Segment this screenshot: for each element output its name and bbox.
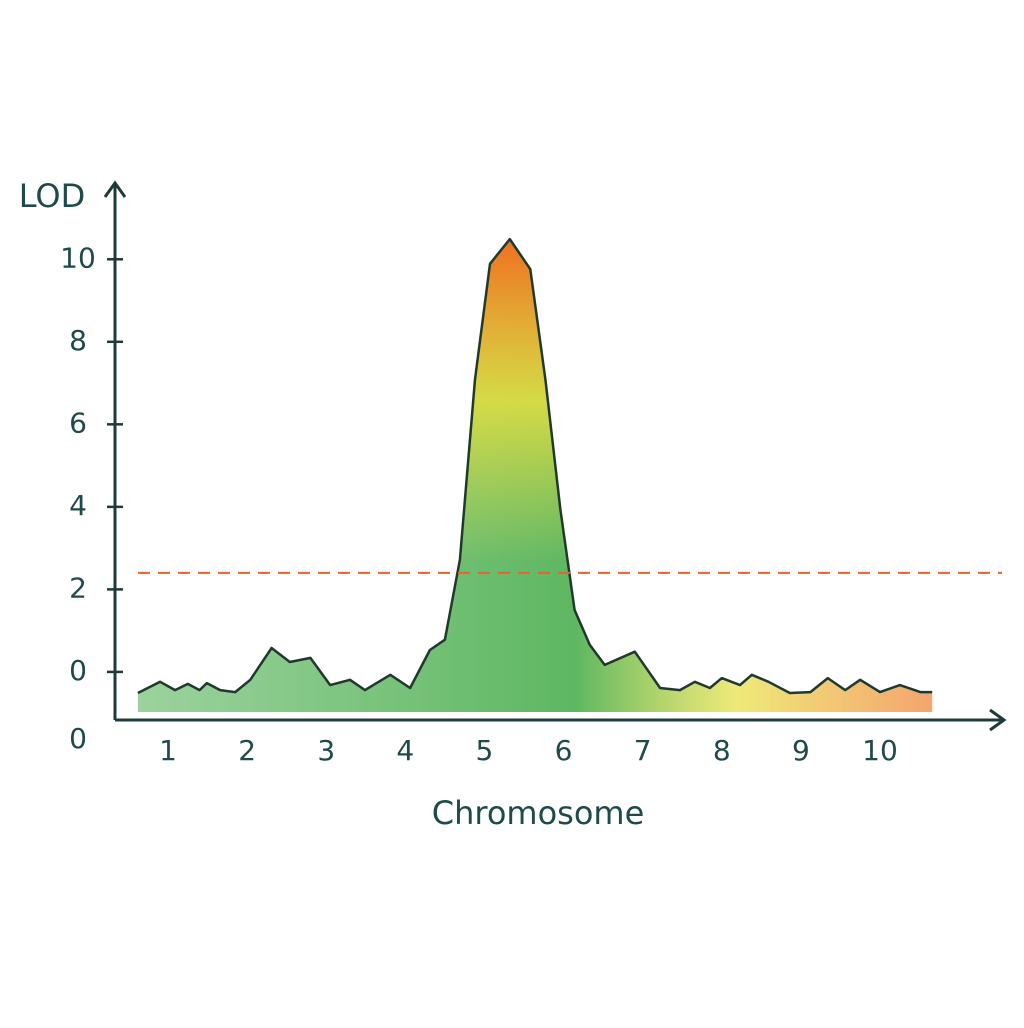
x-tick-label: 1 [159, 734, 177, 767]
y-tick-label: 10 [60, 241, 96, 274]
area-fill-peak [137, 239, 933, 712]
x-tick-label: 10 [862, 734, 898, 767]
x-axis-arrow [989, 708, 1007, 732]
y-axis-label: LOD [19, 177, 86, 215]
x-tick-label: 4 [396, 734, 414, 767]
x-axis-label: Chromosome [432, 794, 645, 832]
y-axis-arrow [103, 180, 127, 198]
y-tick-label: 6 [69, 406, 87, 439]
y-tick-label: 0 [69, 654, 87, 687]
x-tick-label: 2 [238, 734, 256, 767]
x-tick-label: 8 [713, 734, 731, 767]
x-tick-label: 9 [792, 734, 810, 767]
area-layer [137, 237, 933, 712]
y-tick-label: 4 [69, 489, 87, 522]
y-tick-label: 0 [69, 722, 87, 755]
x-tick-label: 3 [317, 734, 335, 767]
x-tick-label: 5 [476, 734, 494, 767]
y-tick-label: 8 [69, 324, 87, 357]
x-tick-label: 7 [634, 734, 652, 767]
y-tick-label: 2 [69, 571, 87, 604]
x-tick-label: 6 [555, 734, 573, 767]
lod-line [137, 237, 933, 695]
